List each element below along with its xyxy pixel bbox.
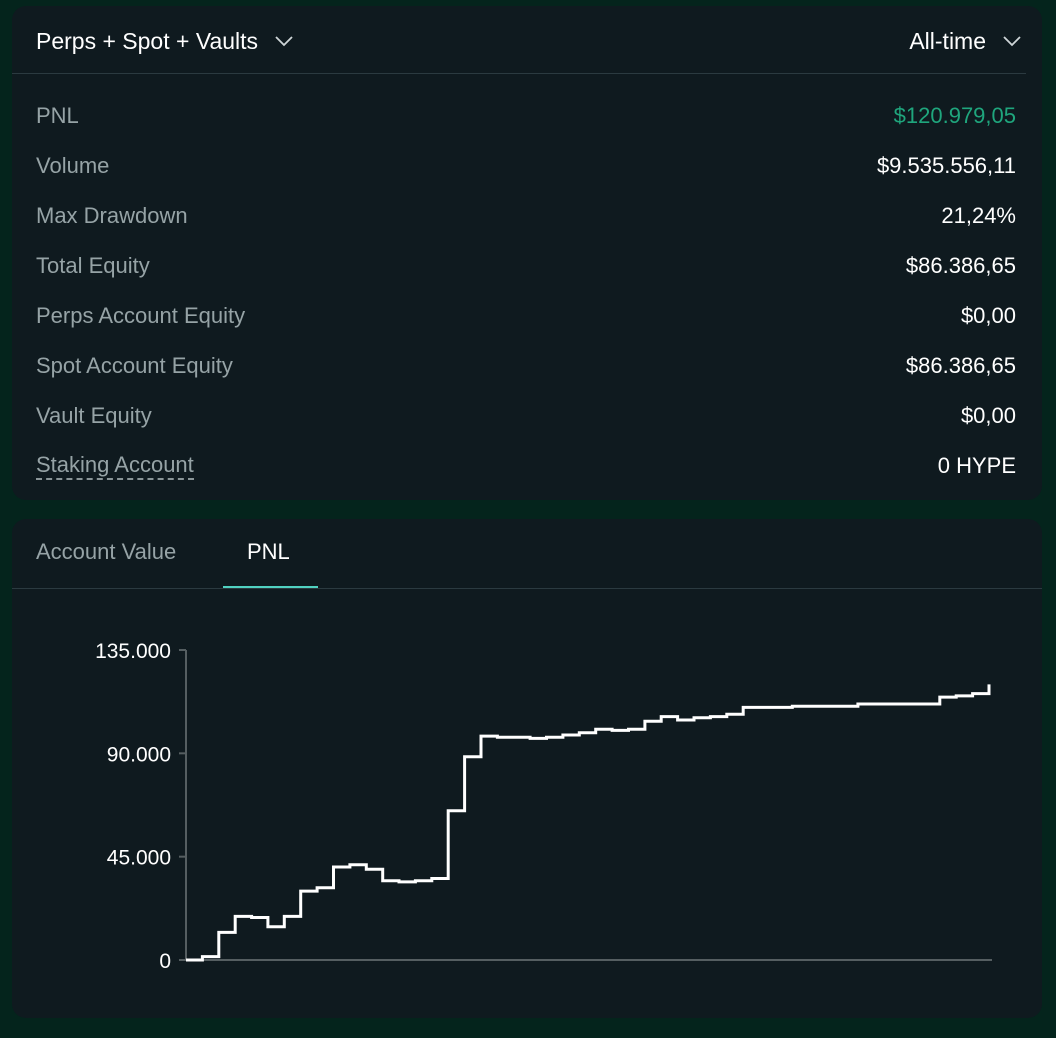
stat-row-vault-equity: Vault Equity $0,00 [36, 390, 1016, 440]
stat-value: $86.386,65 [905, 353, 1016, 378]
stat-value: 0 HYPE [937, 453, 1016, 478]
time-range-dropdown-label: All-time [909, 27, 986, 54]
stat-label: Vault Equity [36, 403, 152, 428]
tab-account-value[interactable]: Account Value [36, 539, 177, 564]
pnl-series-line [186, 684, 991, 962]
portfolio-stats-panel: Perps + Spot + Vaults All-time PNL $120.… [12, 6, 1042, 500]
chevron-down-icon [1003, 36, 1021, 47]
stat-label: PNL [36, 103, 79, 128]
stat-label: Volume [36, 153, 110, 178]
stat-row-volume: Volume $9.535.556,11 [36, 140, 1016, 190]
stat-row-total-equity: Total Equity $86.386,65 [36, 240, 1016, 290]
y-tick-label: 45.000 [107, 847, 171, 870]
chevron-down-icon [275, 36, 293, 47]
stat-value: $0,00 [960, 403, 1016, 428]
stat-row-max-drawdown: Max Drawdown 21,24% [36, 190, 1016, 240]
stat-row-pnl: PNL $120.979,05 [36, 90, 1016, 140]
y-tick-label: 0 [159, 950, 171, 973]
stat-row-staking-account: Staking Account 0 HYPE [36, 440, 1016, 490]
y-tick-label: 135.000 [95, 640, 171, 663]
stats-header: Perps + Spot + Vaults All-time [12, 6, 1042, 74]
scope-dropdown[interactable]: Perps + Spot + Vaults [36, 26, 294, 56]
stat-row-perps-account-equity: Perps Account Equity $0,00 [36, 290, 1016, 340]
stat-value: 21,24% [941, 203, 1016, 228]
staking-account-tooltip-trigger[interactable]: Staking Account [36, 452, 194, 480]
y-tick-label: 90.000 [107, 743, 171, 766]
stats-list: PNL $120.979,05 Volume $9.535.556,11 Max… [36, 90, 1016, 490]
chart-tabs: Account Value PNL [12, 519, 1042, 589]
tab-pnl[interactable]: PNL [247, 539, 290, 564]
stat-value: $9.535.556,11 [876, 153, 1016, 178]
pnl-chart: 0 45.000 90.000 135.000 [95, 640, 992, 973]
time-range-dropdown[interactable]: All-time [909, 26, 1022, 56]
stat-value: $86.386,65 [905, 253, 1016, 278]
chart-panel: Account Value PNL 0 45.000 90.000 135.000 [12, 519, 1042, 1018]
stat-label: Max Drawdown [36, 203, 188, 228]
active-tab-indicator [223, 586, 318, 589]
stat-value: $0,00 [960, 303, 1016, 328]
stat-value: $120.979,05 [893, 103, 1016, 128]
stat-label: Spot Account Equity [36, 353, 233, 378]
tabs-divider [12, 588, 1042, 589]
stat-label: Perps Account Equity [36, 303, 246, 328]
stat-label: Total Equity [36, 253, 150, 278]
stat-row-spot-account-equity: Spot Account Equity $86.386,65 [36, 340, 1016, 390]
scope-dropdown-label: Perps + Spot + Vaults [36, 27, 259, 54]
header-divider [12, 73, 1026, 74]
